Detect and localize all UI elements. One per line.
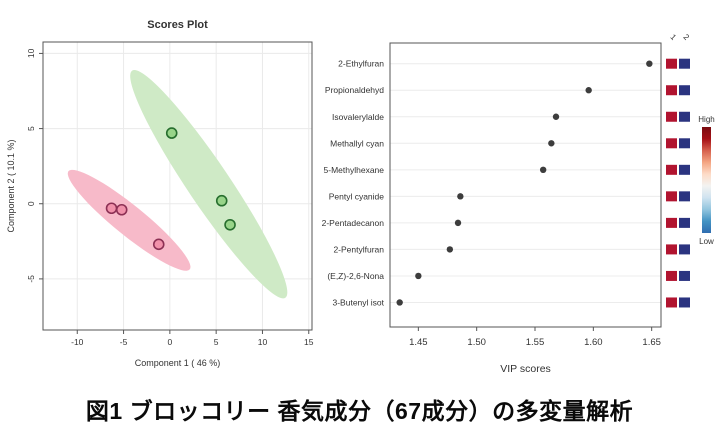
- group-2-confidence-ellipse: [130, 70, 288, 299]
- vip-group-header: 2: [682, 32, 692, 42]
- vip-conc-cell-group2: [679, 297, 690, 308]
- colorbar: [702, 127, 711, 233]
- scores-panel-border: [42, 41, 313, 331]
- scores-y-tick-label: 5: [26, 126, 36, 131]
- group-2-sample-point: [165, 127, 178, 139]
- group-2-sample-point: [224, 218, 236, 231]
- vip-feature-label: Propionaldehyd: [325, 85, 384, 95]
- vip-x-tick-label: 1.60: [584, 337, 603, 348]
- vip-conc-cell-group2: [679, 191, 690, 202]
- vip-feature-label: 2-Ethylfuran: [338, 59, 384, 69]
- scores-x-tick-label: -10: [71, 337, 84, 347]
- vip-x-tick-label: 1.55: [526, 337, 545, 348]
- vip-dot: [396, 299, 403, 306]
- vip-conc-cell-group1: [666, 58, 677, 69]
- vip-conc-cell-group1: [666, 164, 677, 175]
- vip-conc-cell-group2: [679, 138, 690, 149]
- scores-y-tick-label: -5: [26, 275, 36, 283]
- vip-conc-cell-group2: [679, 270, 690, 281]
- vip-feature-label: 2-Pentadecanon: [322, 218, 385, 228]
- vip-feature-label: 5-Methylhexane: [324, 165, 385, 175]
- charts-canvas: -10 -5 0 5 10 15 -5 0 5 10 Scores Plot Component 1 …: [6, 19, 715, 375]
- vip-x-tick-label: 1.50: [467, 337, 486, 348]
- scores-x-tick-label: 10: [258, 337, 268, 347]
- vip-conc-cell-group2: [679, 58, 690, 69]
- vip-feature-label: 3-Butenyl isot: [333, 297, 385, 307]
- vip-dot: [457, 193, 464, 200]
- vip-dot: [454, 219, 462, 227]
- group-1-sample-point: [152, 238, 165, 251]
- vip-conc-cell-group1: [666, 138, 677, 149]
- vip-dot: [539, 166, 547, 174]
- scores-x-tick-label: 0: [167, 337, 172, 347]
- vip-x-tick-label: 1.65: [642, 337, 661, 348]
- vip-conc-cell-group2: [679, 111, 690, 122]
- scores-x-axis-label: Component 1 ( 46 %): [135, 358, 221, 368]
- vip-conc-cell-group1: [666, 244, 677, 255]
- vip-conc-cell-group1: [666, 217, 677, 228]
- vip-group-header: 1: [669, 32, 679, 42]
- vip-conc-cell-group2: [679, 244, 690, 255]
- vip-conc-cell-group1: [666, 191, 677, 202]
- vip-dot: [552, 113, 560, 120]
- vip-dot: [415, 272, 422, 280]
- vip-dot: [585, 87, 592, 94]
- vip-feature-label: (E,Z)-2,6-Nona: [327, 271, 384, 281]
- vip-x-tick-label: 1.45: [409, 337, 428, 348]
- scores-y-tick-label: 10: [26, 48, 36, 58]
- scores-x-tick-label: 15: [304, 337, 314, 347]
- colorbar-high-label: High: [698, 115, 714, 124]
- vip-conc-cell-group2: [679, 85, 690, 96]
- vip-conc-cell-group1: [666, 111, 677, 122]
- vip-conc-cell-group1: [666, 270, 677, 281]
- group-1-confidence-ellipse: [67, 169, 191, 271]
- group-1-sample-point: [105, 202, 118, 215]
- scores-x-tick-label: 5: [214, 337, 219, 347]
- colorbar-low-label: Low: [699, 237, 714, 246]
- figure-caption: 図1 ブロッコリー 香気成分（67成分）の多変量解析: [85, 398, 634, 424]
- vip-feature-label: Pentyl cyanide: [329, 191, 385, 201]
- vip-conc-cell-group1: [666, 297, 677, 308]
- group-1-sample-point: [115, 203, 128, 216]
- vip-feature-label: 2-Pentylfuran: [333, 244, 384, 254]
- vip-feature-label: Isovalerylalde: [332, 112, 384, 122]
- vip-x-axis-label: VIP scores: [500, 363, 551, 375]
- vip-conc-cell-group2: [679, 164, 690, 175]
- vip-conc-cell-group1: [666, 85, 677, 96]
- vip-dot: [646, 60, 653, 67]
- scores-title: Scores Plot: [147, 19, 208, 31]
- scores-y-axis-label: Component 2 ( 10.1 %): [6, 139, 16, 232]
- vip-feature-label: Methallyl cyan: [330, 138, 384, 148]
- vip-dot: [446, 246, 454, 253]
- scores-y-tick-label: 0: [26, 201, 36, 206]
- group-2-sample-point: [215, 194, 228, 207]
- vip-panel-border: [389, 42, 662, 328]
- scores-x-tick-label: -5: [120, 337, 128, 347]
- vip-conc-cell-group2: [679, 217, 690, 228]
- vip-dot: [548, 140, 555, 147]
